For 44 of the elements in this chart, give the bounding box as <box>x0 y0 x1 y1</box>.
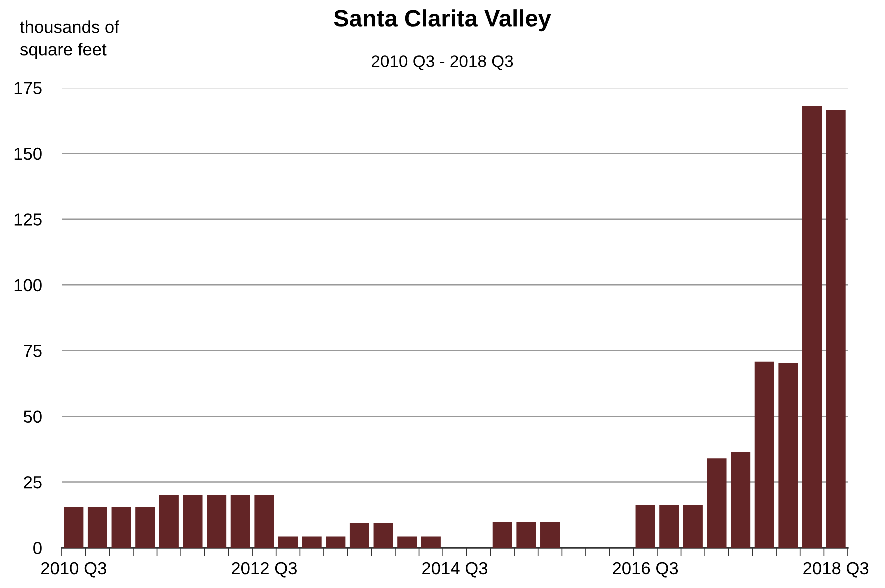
y-tick-label: 150 <box>14 148 42 160</box>
y-tick-label: 0 <box>34 542 42 554</box>
bar <box>183 495 203 548</box>
y-tick-label: 125 <box>14 214 42 226</box>
y-tick-label: 75 <box>24 345 42 358</box>
bar <box>254 495 274 548</box>
bar <box>731 452 751 548</box>
x-tick-label: 2016 Q3 <box>613 562 678 578</box>
y-tick-label: 175 <box>14 82 42 94</box>
bar <box>136 507 156 548</box>
bar <box>230 495 250 548</box>
bar <box>112 507 132 548</box>
bar <box>88 507 108 548</box>
bar <box>826 110 846 548</box>
bar <box>326 536 346 548</box>
x-tick-label: 2010 Q3 <box>41 562 106 578</box>
chart-subtitle: 2010 Q3 - 2018 Q3 <box>372 56 514 70</box>
bar <box>64 507 84 548</box>
y-tick-label: 25 <box>24 476 42 489</box>
chart-title: Santa Clarita Valley <box>334 10 552 32</box>
bar <box>278 536 298 548</box>
bar <box>492 522 512 548</box>
bar <box>398 536 418 548</box>
bar <box>540 522 560 548</box>
bar <box>374 523 394 548</box>
bar <box>636 505 656 548</box>
bar <box>516 522 536 548</box>
bar <box>802 106 822 548</box>
bar <box>159 495 179 548</box>
y-tick-label: 50 <box>24 410 42 424</box>
bar <box>707 458 727 548</box>
bar <box>778 363 798 548</box>
x-tick-label: 2012 Q3 <box>232 562 297 578</box>
bar <box>754 362 774 548</box>
x-tick-label: 2014 Q3 <box>422 562 488 578</box>
bar <box>683 505 703 548</box>
bar <box>421 536 441 548</box>
bar <box>350 523 370 548</box>
y-tick-label: 100 <box>14 279 42 292</box>
bar <box>207 495 227 548</box>
y-axis-title: thousands of square feet <box>20 20 120 60</box>
x-tick-label: 2018 Q3 <box>804 562 869 578</box>
bar <box>302 536 322 548</box>
bar <box>660 505 680 548</box>
